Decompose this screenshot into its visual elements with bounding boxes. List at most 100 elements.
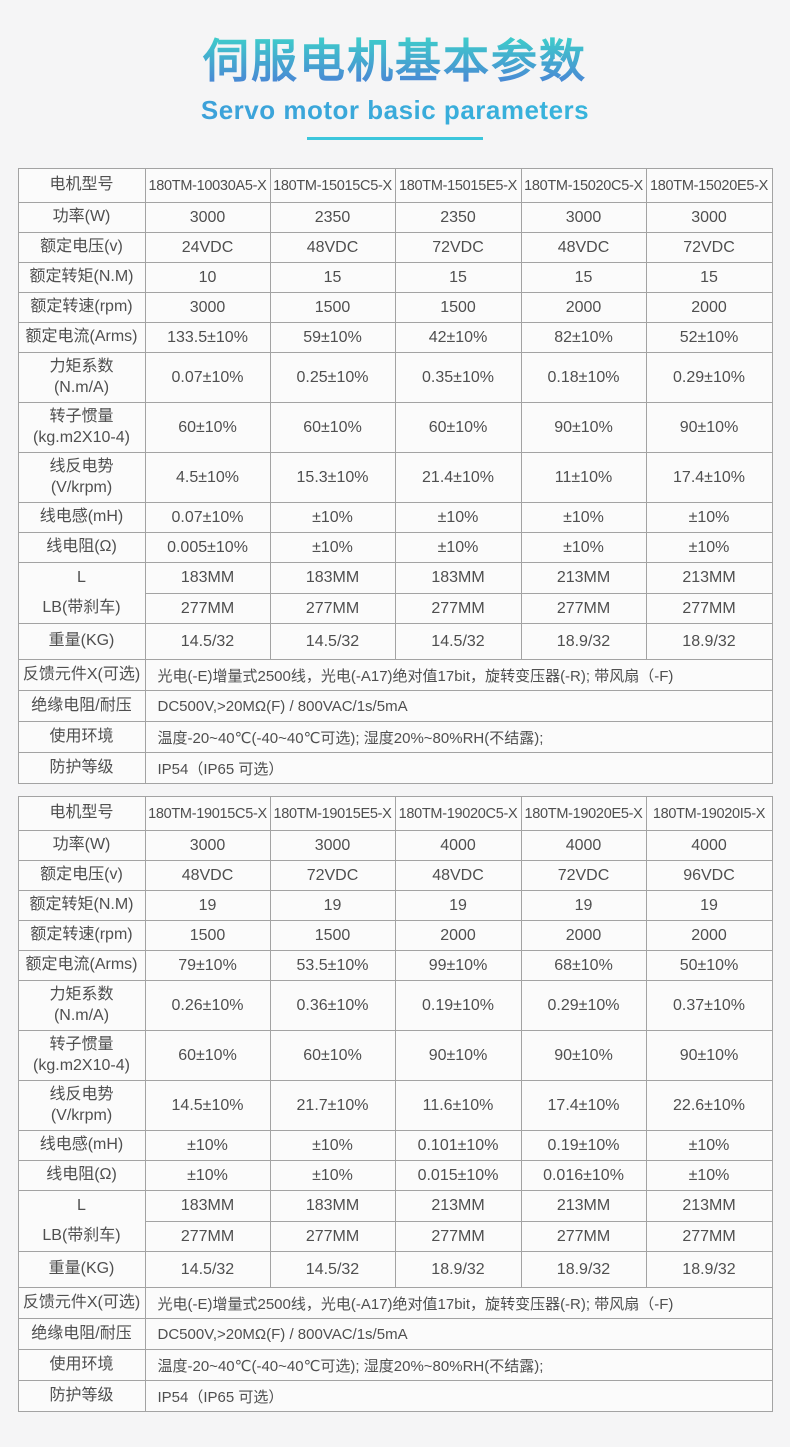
spec-value: 1500 (269, 292, 396, 324)
row-label-bottom: LB(带刹车) (42, 599, 121, 617)
row-label: 反馈元件X(可选) (17, 659, 146, 692)
table-row: 使用环境 温度-20~40℃(-40~40℃可选); 湿度20%~80%RH(不结… (17, 721, 773, 754)
model-number: 180TM-19015E5-X (269, 796, 396, 832)
spec-value: 277MM (144, 592, 271, 625)
spec-value: 4000 (645, 830, 773, 862)
row-label-top: L (77, 569, 86, 587)
spec-value: ±10% (645, 1160, 773, 1192)
spec-value: 15 (645, 262, 773, 294)
model-number: 180TM-19020I5-X (645, 796, 773, 832)
spec-value: ±10% (645, 532, 773, 564)
row-label: 额定电流(Arms) (17, 322, 146, 354)
spec-value: IP54（IP65 可选） (144, 1380, 773, 1413)
spec-value: 0.005±10% (144, 532, 271, 564)
spec-value: 14.5/32 (144, 623, 271, 661)
table-row: 线电感(mH) 0.07±10% ±10% ±10% ±10% ±10% (17, 502, 773, 534)
spec-value: 277MM (269, 592, 396, 625)
spec-value: 15.3±10% (269, 452, 396, 504)
spec-value: 59±10% (269, 322, 396, 354)
table-row: 线电阻(Ω) 0.005±10% ±10% ±10% ±10% ±10% (17, 532, 773, 564)
spec-value: 53.5±10% (269, 950, 396, 982)
spec-value: 21.7±10% (269, 1080, 396, 1132)
spec-value: 19 (520, 890, 647, 922)
spec-value: 213MM (394, 1190, 522, 1222)
spec-value: 15 (394, 262, 522, 294)
spec-value: 0.29±10% (645, 352, 773, 404)
spec-value: 22.6±10% (645, 1080, 773, 1132)
spec-value: 19 (144, 890, 271, 922)
title-underline (307, 137, 483, 141)
spec-value: 3000 (144, 202, 271, 234)
spec-value: 1500 (144, 920, 271, 952)
spec-value: 96VDC (645, 860, 773, 892)
page-subtitle: Servo motor basic parameters (0, 94, 790, 127)
spec-value: 0.18±10% (520, 352, 647, 404)
row-label: 额定转矩(N.M) (17, 890, 146, 922)
spec-value: 72VDC (520, 860, 647, 892)
table-row: 线反电势 (V/krpm) 4.5±10% 15.3±10% 21.4±10% 11±1… (17, 452, 773, 504)
table-row: 转子惯量 (kg.m2X10-4) 60±10% 60±10% 60±10% 90±10… (17, 402, 773, 454)
spec-value: 18.9/32 (645, 1251, 773, 1289)
row-label: 使用环境 (17, 721, 146, 754)
spec-value: 3000 (144, 830, 271, 862)
model-number: 180TM-15015E5-X (394, 168, 522, 204)
row-label: 反馈元件X(可选) (17, 1287, 146, 1320)
row-label: 线电感(mH) (17, 502, 146, 534)
parameters-table-1: 电机型号 180TM-10030A5-X 180TM-15015C5-X 180TM-… (17, 168, 773, 785)
row-label: 线电阻(Ω) (17, 532, 146, 564)
spec-value: 60±10% (394, 402, 522, 454)
spec-value: 60±10% (269, 402, 396, 454)
table-row: 额定转矩(N.M) 10 15 15 15 15 (17, 262, 773, 294)
row-label: 功率(W) (17, 830, 146, 862)
row-label: 额定转矩(N.M) (17, 262, 146, 294)
spec-value: 2000 (394, 920, 522, 952)
spec-value: 277MM (269, 1220, 396, 1253)
spec-value: ±10% (269, 1160, 396, 1192)
row-label: 力矩系数 (N.m/A) (17, 980, 146, 1032)
spec-value: 48VDC (520, 232, 647, 264)
row-label: 线电感(mH) (17, 1130, 146, 1162)
spec-value: 17.4±10% (645, 452, 773, 504)
spec-value: 15 (269, 262, 396, 294)
row-label: 额定电流(Arms) (17, 950, 146, 982)
table-row: 功率(W) 3000 3000 4000 4000 4000 (17, 830, 773, 862)
spec-value: 48VDC (269, 232, 396, 264)
spec-value: IP54（IP65 可选） (144, 752, 773, 785)
spec-value: 79±10% (144, 950, 271, 982)
spec-value: 72VDC (394, 232, 522, 264)
table-row: 电机型号 180TM-19015C5-X 180TM-19015E5-X 180TM-… (17, 796, 773, 832)
table-row: 额定电流(Arms) 79±10% 53.5±10% 99±10% 68±10% 50±1… (17, 950, 773, 982)
spec-value: 90±10% (645, 1030, 773, 1082)
row-label: 转子惯量 (kg.m2X10-4) (17, 402, 146, 454)
row-label: 使用环境 (17, 1349, 146, 1382)
spec-value: 72VDC (269, 860, 396, 892)
spec-sheet-page: 伺服电机基本参数 Servo motor basic parameters 电机… (0, 0, 790, 1413)
table-row: 额定电流(Arms) 133.5±10% 59±10% 42±10% 82±10% 52±… (17, 322, 773, 354)
spec-value: 光电(-E)增量式2500线，光电(-A17)绝对值17bit，旋转变压器(-R… (144, 1287, 773, 1320)
model-number: 180TM-19020C5-X (394, 796, 522, 832)
spec-value: 0.015±10% (394, 1160, 522, 1192)
spec-value: ±10% (269, 1130, 396, 1162)
table-row: L LB(带刹车) 183MM 183MM 213MM 213MM 213MM (17, 1190, 773, 1253)
spec-value: 14.5/32 (269, 1251, 396, 1289)
spec-value: 0.101±10% (394, 1130, 522, 1162)
row-label: 线电阻(Ω) (17, 1160, 146, 1192)
spec-value: 277MM (520, 592, 647, 625)
spec-value: 17.4±10% (520, 1080, 647, 1132)
row-label: 绝缘电阻/耐压 (17, 1318, 146, 1351)
table-row: 277MM 277MM 277MM 277MM 277MM (18, 592, 773, 625)
row-label: 电机型号 (17, 796, 146, 832)
spec-value: 11.6±10% (394, 1080, 522, 1132)
table-row: 绝缘电阻/耐压 DC500V,>20MΩ(F) / 800VAC/1s/5mA (17, 690, 773, 723)
spec-value: 0.36±10% (269, 980, 396, 1032)
spec-value: 0.19±10% (394, 980, 522, 1032)
page-header: 伺服电机基本参数 Servo motor basic parameters (0, 0, 790, 141)
spec-value: 42±10% (394, 322, 522, 354)
spec-value: 18.9/32 (520, 623, 647, 661)
row-label: 重量(KG) (17, 623, 146, 661)
row-label: 额定转速(rpm) (17, 292, 146, 324)
table-row: 线电感(mH) ±10% ±10% 0.101±10% 0.19±10% ±10% (17, 1130, 773, 1162)
spec-value: 3000 (520, 202, 647, 234)
spec-value: 1500 (394, 292, 522, 324)
spec-value: 213MM (520, 562, 647, 594)
